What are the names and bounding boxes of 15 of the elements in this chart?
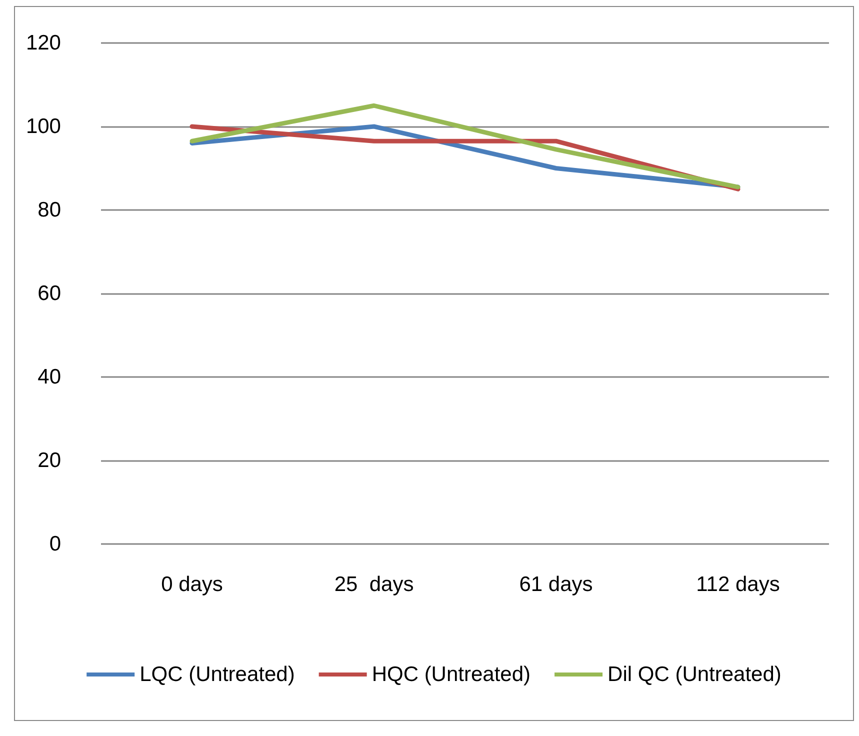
y-tick-label: 0	[49, 532, 61, 556]
legend-label: HQC (Untreated)	[372, 663, 531, 686]
y-tick-label: 100	[26, 115, 61, 138]
y-tick-label: 120	[26, 32, 61, 54]
legend-label: Dil QC (Untreated)	[608, 663, 782, 686]
y-tick-label: 20	[38, 449, 61, 472]
y-tick-label: 40	[38, 366, 61, 388]
y-tick-label: 80	[38, 198, 61, 222]
x-tick-label: 25 days	[334, 573, 414, 596]
y-tick-label: 60	[38, 282, 61, 305]
legend-label: LQC (Untreated)	[140, 663, 295, 686]
x-tick-label: 112 days	[696, 573, 780, 596]
line-series	[190, 103, 740, 190]
x-tick-label: 0 days	[161, 573, 223, 596]
x-tick-label: 61 days	[519, 573, 593, 596]
